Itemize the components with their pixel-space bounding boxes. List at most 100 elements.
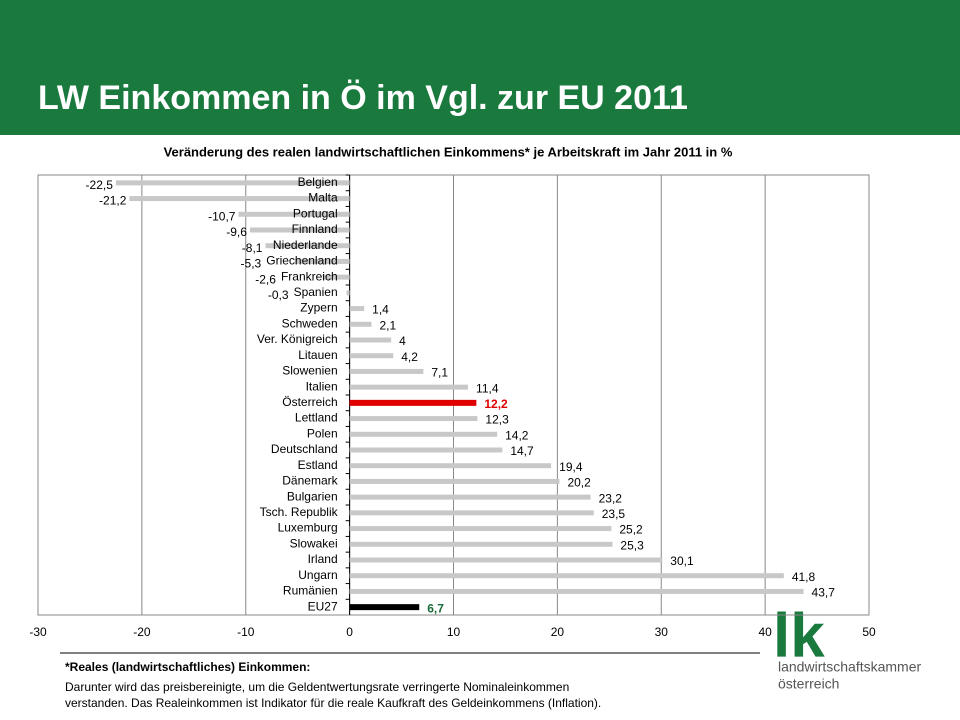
footnote-heading: *Reales (landwirtschaftliches) Einkommen…: [65, 660, 310, 674]
bar: [346, 290, 350, 296]
bar: [349, 526, 612, 532]
category-label: Slowenien: [282, 364, 337, 378]
value-label: 20,2: [567, 476, 591, 490]
category-label: Portugal: [293, 206, 338, 220]
value-label: 19,4: [559, 460, 583, 474]
bar: [349, 463, 552, 469]
value-label: 41,8: [792, 570, 816, 584]
value-label: -9,6: [226, 225, 247, 239]
plot: -30 -20 -10 0 10 20 30 40 50 Belgien -22,5 Malta -21…: [29, 174, 876, 639]
category-label: EU27: [308, 599, 338, 613]
x-tick-label: -10: [237, 625, 255, 639]
logo-box: [768, 605, 840, 660]
x-tick-label: 10: [447, 625, 461, 639]
value-label: -8,1: [242, 241, 263, 255]
value-label: 25,2: [619, 523, 643, 537]
value-label: -0,3: [268, 288, 289, 302]
value-label: 6,7: [427, 601, 444, 615]
x-tick-label: 20: [551, 625, 565, 639]
footnote-line: verstanden. Das Realeinkommen ist Indika…: [65, 696, 601, 710]
bar: [349, 306, 365, 312]
category-label: Frankreich: [281, 269, 338, 283]
bar: [129, 196, 350, 202]
value-label: 4,2: [401, 350, 418, 364]
bar: [349, 337, 392, 343]
value-label: -22,5: [86, 178, 114, 192]
footnote-line: Darunter wird das preisbereinigte, um di…: [65, 680, 569, 694]
value-label: 7,1: [431, 366, 448, 380]
bar: [349, 494, 591, 500]
category-label: Schweden: [282, 316, 338, 330]
bar: [238, 211, 350, 217]
bar: [322, 274, 350, 280]
category-label: Irland: [308, 552, 338, 566]
header-band: [0, 0, 960, 135]
bar: [349, 604, 420, 611]
logo-text: landwirtschaftskammer: [778, 659, 921, 675]
logo-text: österreich: [778, 676, 839, 692]
bar: [265, 243, 350, 249]
bar: [349, 321, 372, 327]
category-label: Belgien: [298, 175, 338, 189]
value-label: 12,3: [485, 413, 509, 427]
category-label: Ungarn: [298, 568, 337, 582]
bar: [349, 353, 394, 359]
bar: [349, 431, 498, 437]
value-label: -10,7: [208, 209, 236, 223]
value-label: -2,6: [255, 272, 276, 286]
chart-title: Veränderung des realen landwirtschaftlic…: [164, 144, 733, 159]
value-label: 4: [399, 334, 406, 348]
category-label: Tsch. Republik: [260, 505, 339, 519]
bar: [349, 447, 503, 453]
bar: [249, 227, 350, 233]
category-label: Slowakei: [290, 536, 338, 550]
category-label: Malta: [308, 191, 338, 205]
category-label: Estland: [298, 458, 338, 472]
bar: [349, 416, 478, 422]
value-label: 23,5: [602, 507, 626, 521]
category-label: Finnland: [292, 222, 338, 236]
category-label: Österreich: [282, 395, 337, 409]
category-label: Bulgarien: [287, 489, 338, 503]
category-label: Zypern: [300, 301, 337, 315]
category-label: Ver. Königreich: [257, 332, 338, 346]
value-label: 11,4: [476, 381, 499, 395]
bar: [349, 510, 594, 516]
bar: [349, 384, 469, 390]
category-label: Niederlande: [273, 238, 338, 252]
bar: [349, 399, 477, 406]
category-label: Polen: [307, 426, 338, 440]
category-label: Italien: [306, 379, 338, 393]
x-tick-label: -20: [133, 625, 151, 639]
value-label: 12,2: [484, 397, 508, 411]
value-label: 43,7: [812, 586, 836, 600]
value-label: 25,3: [620, 538, 644, 552]
category-label: Dänemark: [282, 474, 338, 488]
bar: [349, 557, 663, 563]
value-label: -5,3: [241, 257, 262, 271]
bar: [349, 368, 424, 374]
bar: [294, 258, 350, 264]
value-label: -21,2: [99, 194, 127, 208]
logo-mark: lk: [773, 601, 825, 670]
category-label: Luxemburg: [278, 521, 338, 535]
category-label: Griechenland: [266, 254, 337, 268]
slide-title: LW Einkommen in Ö im Vgl. zur EU 2011: [38, 79, 688, 117]
x-tick-label: 0: [346, 625, 353, 639]
x-tick-label: 40: [758, 625, 772, 639]
value-label: 2,1: [379, 318, 396, 332]
x-tick-label: -30: [29, 625, 47, 639]
x-tick-label: 30: [655, 625, 669, 639]
category-label: Lettland: [295, 411, 338, 425]
x-tick-label: 50: [862, 625, 876, 639]
value-label: 30,1: [670, 554, 694, 568]
value-label: 14,2: [505, 428, 529, 442]
value-label: 14,7: [510, 444, 534, 458]
value-label: 23,2: [599, 491, 623, 505]
bar: [349, 541, 613, 547]
category-label: Rumänien: [283, 584, 338, 598]
category-label: Deutschland: [271, 442, 338, 456]
category-label: Spanien: [294, 285, 338, 299]
bar: [115, 180, 350, 186]
